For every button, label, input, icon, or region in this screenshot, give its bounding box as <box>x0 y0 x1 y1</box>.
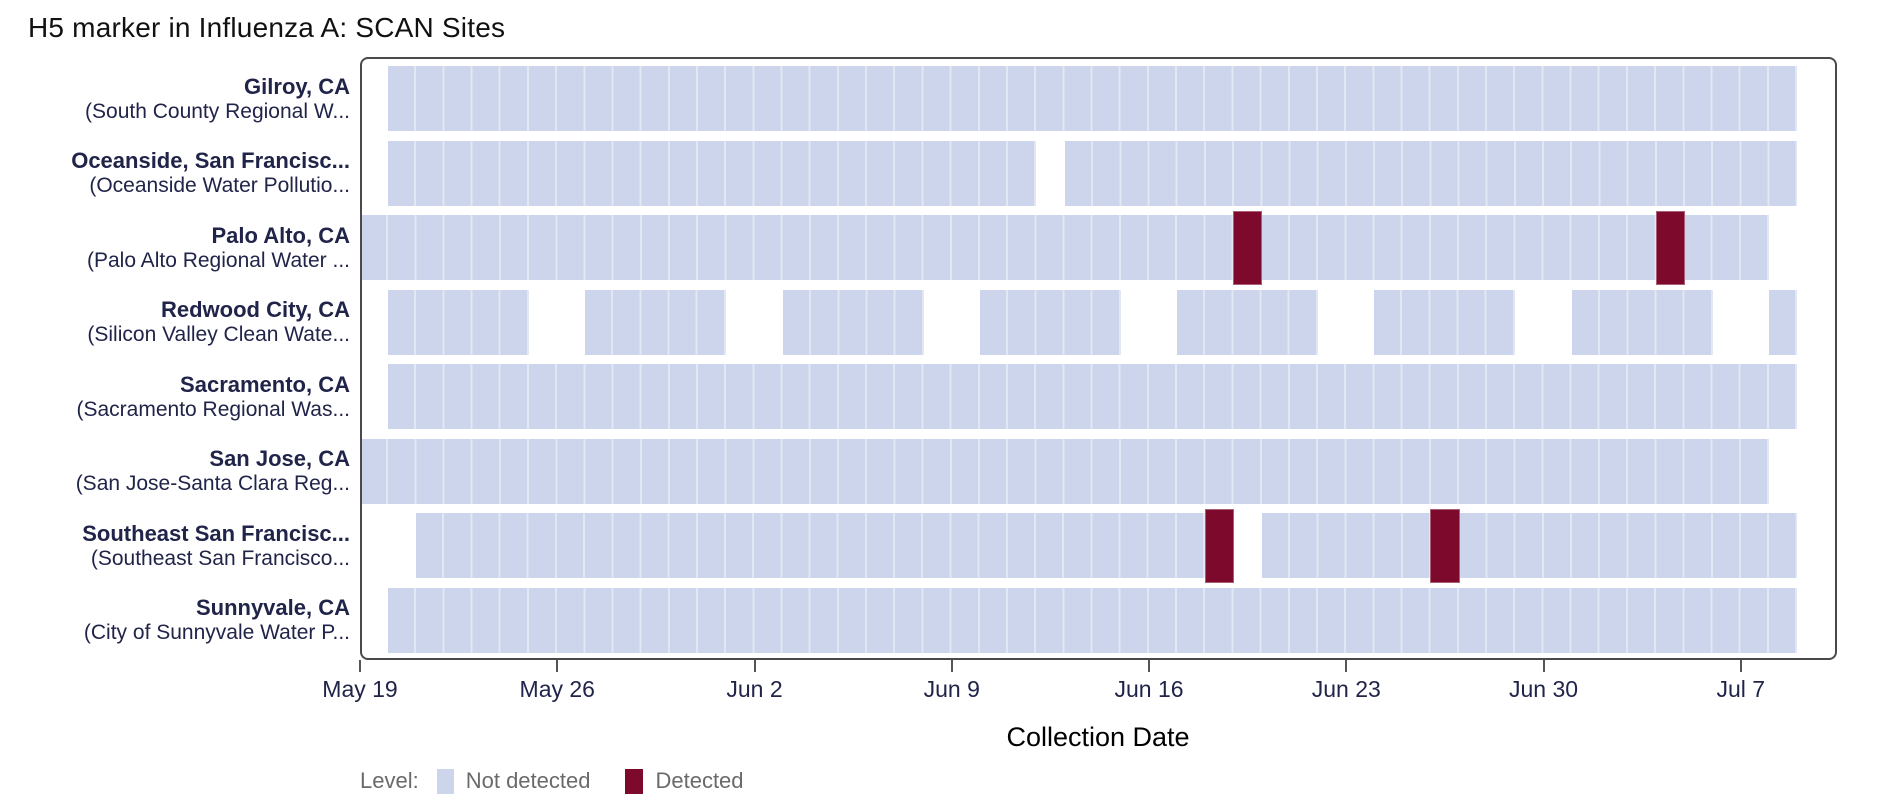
legend: Level: Not detected Detected <box>360 766 779 796</box>
x-tick-label: Jun 30 <box>1509 676 1579 702</box>
x-tick <box>1148 660 1151 672</box>
x-tick-label: May 26 <box>519 676 595 702</box>
bar-segment <box>416 513 1234 579</box>
site-label: Oceanside, San Francisc... (Oceanside Wat… <box>0 148 350 198</box>
legend-label-detected: Detected <box>655 768 744 793</box>
detected-cell <box>1655 210 1685 285</box>
site-city: Sunnyvale, CA <box>195 595 350 621</box>
site-label: Gilroy, CA (South County Regional W... <box>0 74 350 124</box>
plot-area <box>360 57 1837 660</box>
bar-segment <box>1261 513 1798 579</box>
site-labels: Gilroy, CA (South County Regional W... Oce… <box>0 0 350 810</box>
site-label: Sunnyvale, CA (City of Sunnyvale Water P.… <box>0 595 350 645</box>
x-tick <box>359 660 361 672</box>
x-tick <box>556 660 559 672</box>
x-tick-label: Jun 2 <box>726 676 783 702</box>
x-tick <box>950 660 953 672</box>
detected-cell <box>1430 508 1460 583</box>
x-tick <box>1542 660 1545 672</box>
bars-layer <box>360 57 1837 660</box>
bar-segment <box>388 364 1798 430</box>
site-facility: (Oceanside Water Pollutio... <box>89 174 350 198</box>
detected-cell <box>1233 210 1263 285</box>
site-facility: (Southeast San Francisco... <box>90 546 350 570</box>
site-label: Sacramento, CA (Sacramento Regional Was..… <box>0 372 350 422</box>
x-tick <box>1739 660 1742 672</box>
bar-segment <box>1769 289 1798 355</box>
x-tick-label: Jun 16 <box>1114 676 1184 702</box>
x-axis-title: Collection Date <box>1006 722 1190 752</box>
x-tick-label: Jun 9 <box>923 676 980 702</box>
site-city: Gilroy, CA <box>244 73 350 99</box>
bar-segment <box>1064 140 1798 206</box>
x-tick-label: Jul 7 <box>1716 676 1766 702</box>
bar-segment <box>979 289 1121 355</box>
detected-cell <box>1204 508 1235 583</box>
site-label: Southeast San Francisc... (Southeast San … <box>0 521 350 571</box>
bar-segment <box>388 587 1798 653</box>
bar-segment <box>360 215 1769 281</box>
site-city: Redwood City, CA <box>160 297 350 323</box>
site-city: Palo Alto, CA <box>211 222 350 248</box>
site-city: San Jose, CA <box>209 446 350 472</box>
legend-swatch-detected <box>625 768 644 794</box>
site-facility: (Silicon Valley Clean Wate... <box>87 323 350 347</box>
x-tick-label: May 19 <box>322 676 398 702</box>
site-facility: (Sacramento Regional Was... <box>76 397 350 421</box>
site-label: Palo Alto, CA (Palo Alto Regional Water .… <box>0 223 350 273</box>
bar-segment <box>1374 289 1516 355</box>
bar-segment <box>585 289 727 355</box>
site-facility: (South County Regional W... <box>85 99 350 123</box>
legend-label-not-detected: Not detected <box>465 768 591 793</box>
x-tick <box>753 660 756 672</box>
x-tick-label: Jun 23 <box>1311 676 1381 702</box>
site-city: Sacramento, CA <box>180 371 350 397</box>
site-facility: (City of Sunnyvale Water P... <box>83 621 350 645</box>
bar-segment <box>388 140 1037 206</box>
bar-segment <box>782 289 924 355</box>
bar-segment <box>1571 289 1713 355</box>
site-facility: (San Jose-Santa Clara Reg... <box>75 472 350 496</box>
bar-segment <box>360 438 1769 504</box>
site-facility: (Palo Alto Regional Water ... <box>86 248 350 272</box>
bar-segment <box>1177 289 1319 355</box>
legend-title: Level: <box>360 768 419 793</box>
legend-swatch-not-detected <box>436 768 454 794</box>
site-city: Oceanside, San Francisc... <box>71 148 350 174</box>
x-tick <box>1345 660 1348 672</box>
site-city: Southeast San Francisc... <box>82 520 350 546</box>
bar-segment <box>388 289 530 355</box>
chart-title: H5 marker in Influenza A: SCAN Sites <box>28 12 506 43</box>
site-label: San Jose, CA (San Jose-Santa Clara Reg... <box>0 446 350 496</box>
site-label: Redwood City, CA (Silicon Valley Clean Wa… <box>0 297 350 347</box>
bar-segment <box>388 66 1798 131</box>
